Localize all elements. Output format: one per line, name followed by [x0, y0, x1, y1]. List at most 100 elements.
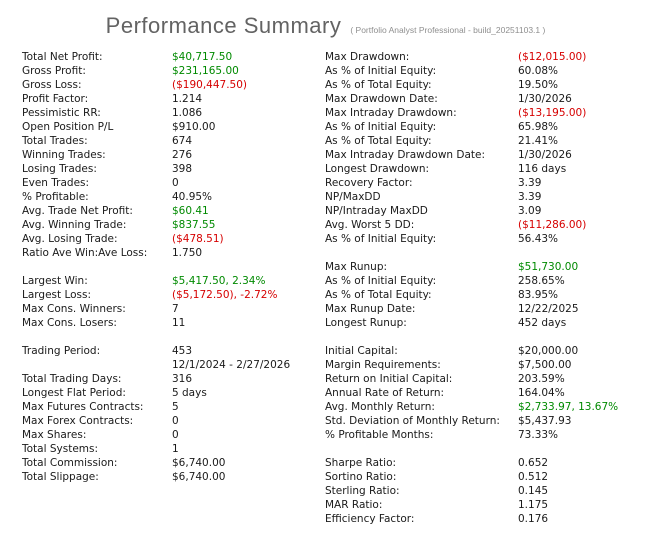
report-row: Total Systems: 1	[22, 442, 651, 456]
right-metric-value	[518, 442, 651, 456]
report-row: Total Net Profit: $40,717.50 Max Drawdown:…	[22, 50, 651, 64]
report-row: Ratio Ave Win:Ave Loss: 1.750	[22, 246, 651, 260]
right-metric-label: Annual Rate of Return:	[325, 387, 445, 399]
left-metric-value: 1.214	[172, 93, 203, 105]
left-metric-value	[172, 484, 325, 498]
report-row: Max Cons. Losers: 11 Longest Runup: 452 day…	[22, 316, 651, 330]
left-metric-value: 5	[172, 401, 179, 413]
left-metric-value: $6,740.00	[172, 471, 226, 483]
left-metric-label: Max Futures Contracts:	[22, 401, 144, 413]
right-metric-label: Max Runup Date:	[325, 303, 416, 315]
left-metric-value: $5,417.50, 2.34%	[172, 275, 266, 287]
left-metric-label: Total Systems:	[22, 443, 99, 455]
right-metric-label: % Profitable Months:	[325, 429, 434, 441]
right-metric-label: Longest Drawdown:	[325, 163, 430, 175]
right-metric-label	[325, 246, 518, 260]
report-row: Sterling Ratio: 0.145	[22, 484, 651, 498]
left-metric-value: 12/1/2024 - 2/27/2026	[172, 359, 291, 371]
right-metric-label: As % of Initial Equity:	[325, 275, 437, 287]
right-metric-label: Efficiency Factor:	[325, 513, 415, 525]
right-metric-value: 0.652	[518, 457, 549, 469]
left-metric-label: Total Trades:	[22, 135, 88, 147]
right-metric-label: Margin Requirements:	[325, 359, 441, 371]
left-metric-value: 40.95%	[172, 191, 213, 203]
right-metric-value: $7,500.00	[518, 359, 572, 371]
right-metric-value: 0.512	[518, 471, 549, 483]
report-row: Max Cons. Winners: 7 Max Runup Date: 12/22/…	[22, 302, 651, 316]
left-metric-label: Max Cons. Winners:	[22, 303, 126, 315]
right-metric-label	[325, 442, 518, 456]
left-metric-label: Pessimistic RR:	[22, 107, 101, 119]
left-metric-label: Gross Profit:	[22, 65, 86, 77]
left-metric-label	[22, 260, 172, 274]
left-metric-label: Max Cons. Losers:	[22, 317, 117, 329]
report-row: Losing Trades: 398 Longest Drawdown: 116 da…	[22, 162, 651, 176]
left-metric-value: 11	[172, 317, 186, 329]
left-metric-label: Total Commission:	[22, 457, 118, 469]
right-metric-label: Avg. Monthly Return:	[325, 401, 435, 413]
left-metric-label	[22, 484, 172, 498]
report-row: Total Commission: $6,740.00 Sharpe Ratio: 0…	[22, 456, 651, 470]
right-metric-label: Max Intraday Drawdown Date:	[325, 149, 486, 161]
right-metric-label: Max Drawdown Date:	[325, 93, 438, 105]
right-metric-label: NP/Intraday MaxDD	[325, 205, 428, 217]
report-header: Performance Summary ( Portfolio Analyst P…	[0, 0, 651, 39]
right-metric-label: As % of Initial Equity:	[325, 233, 437, 245]
right-metric-value: 1/30/2026	[518, 149, 572, 161]
right-metric-value: 60.08%	[518, 65, 559, 77]
left-metric-value: 1	[172, 443, 179, 455]
left-metric-label	[22, 512, 172, 526]
right-metric-label: Max Intraday Drawdown:	[325, 107, 457, 119]
right-metric-value: $20,000.00	[518, 345, 579, 357]
right-metric-value: 3.39	[518, 191, 542, 203]
report-row: Max Shares: 0 % Profitable Months: 73.33%	[22, 428, 651, 442]
page-subtitle: ( Portfolio Analyst Professional - build…	[350, 25, 546, 35]
right-metric-value	[518, 246, 651, 260]
right-metric-value: 21.41%	[518, 135, 559, 147]
left-metric-label: Avg. Trade Net Profit:	[22, 205, 133, 217]
right-metric-value: ($12,015.00)	[518, 51, 587, 63]
report-row: Longest Flat Period: 5 days Annual Rate of…	[22, 386, 651, 400]
left-metric-label: Profit Factor:	[22, 93, 89, 105]
right-metric-value: $5,437.93	[518, 415, 572, 427]
report-row	[22, 330, 651, 344]
report-row: Avg. Winning Trade: $837.55 Avg. Worst 5 D…	[22, 218, 651, 232]
right-metric-value: 164.04%	[518, 387, 565, 399]
left-metric-label	[22, 358, 172, 372]
left-metric-label: Largest Loss:	[22, 289, 92, 301]
right-metric-label: Initial Capital:	[325, 345, 398, 357]
right-metric-value: 56.43%	[518, 233, 559, 245]
report-row: Total Slippage: $6,740.00 Sortino Ratio: 0.…	[22, 470, 651, 484]
report-row: Open Position P/L $910.00 As % of Initial …	[22, 120, 651, 134]
left-metric-value: 5 days	[172, 387, 207, 399]
report-row: 12/1/2024 - 2/27/2026 Margin Requirements…	[22, 358, 651, 372]
left-metric-value: $231,165.00	[172, 65, 239, 77]
report-row: Trading Period: 453 Initial Capital: $20,00…	[22, 344, 651, 358]
report-row: Avg. Trade Net Profit: $60.41 NP/Intraday …	[22, 204, 651, 218]
left-metric-label: Open Position P/L	[22, 121, 114, 133]
right-metric-value: 12/22/2025	[518, 303, 579, 315]
left-metric-value: $60.41	[172, 205, 209, 217]
left-metric-label: Total Slippage:	[22, 471, 99, 483]
right-metric-value: 258.65%	[518, 275, 565, 287]
right-metric-label: Max Drawdown:	[325, 51, 410, 63]
report-row: Gross Loss: ($190,447.50) As % of Total Eq…	[22, 78, 651, 92]
left-metric-label: Ratio Ave Win:Ave Loss:	[22, 247, 148, 259]
report-row: Winning Trades: 276 Max Intraday Drawdown …	[22, 148, 651, 162]
right-metric-value: 452 days	[518, 317, 567, 329]
report-row: Profit Factor: 1.214 Max Drawdown Date: 1/3…	[22, 92, 651, 106]
right-metric-label: Sortino Ratio:	[325, 471, 397, 483]
report-row: Total Trading Days: 316 Return on Initial …	[22, 372, 651, 386]
left-metric-value: 0	[172, 415, 179, 427]
right-metric-value: 1/30/2026	[518, 93, 572, 105]
left-metric-value	[172, 330, 325, 344]
right-metric-value: 3.39	[518, 177, 542, 189]
report-row: Largest Win: $5,417.50, 2.34% As % of Init…	[22, 274, 651, 288]
left-metric-value: ($190,447.50)	[172, 79, 247, 91]
right-metric-value: 3.09	[518, 205, 542, 217]
report-row: Efficiency Factor: 0.176	[22, 512, 651, 526]
report-row: Gross Profit: $231,165.00 As % of Initial …	[22, 64, 651, 78]
right-metric-label: Avg. Worst 5 DD:	[325, 219, 415, 231]
right-metric-value: 73.33%	[518, 429, 559, 441]
left-metric-value: 674	[172, 135, 193, 147]
